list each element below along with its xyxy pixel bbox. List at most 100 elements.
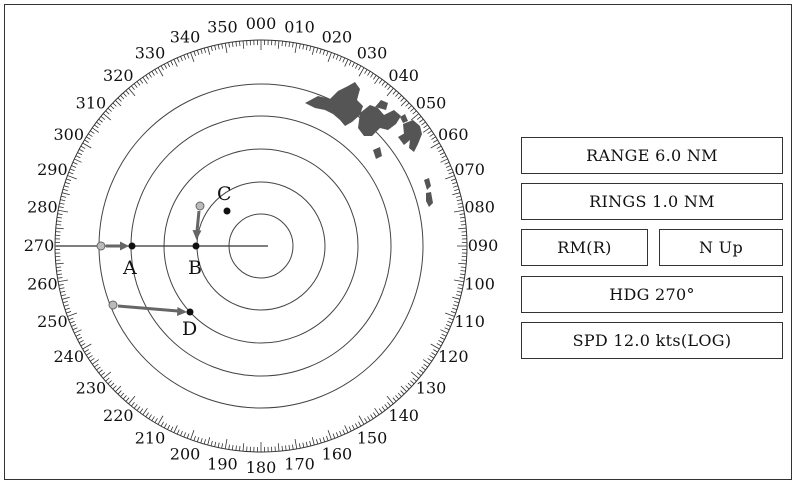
- bearing-tick: [358, 421, 362, 427]
- bearing-tick: [96, 366, 101, 371]
- orientation-mode-display[interactable]: N Up: [659, 229, 783, 266]
- bearing-tick: [298, 443, 301, 449]
- bearing-tick: [316, 439, 319, 445]
- target-b-echo: [192, 242, 200, 250]
- bearing-tick: [154, 418, 158, 423]
- bearing-tick: [288, 444, 291, 451]
- bearing-tick: [107, 380, 112, 385]
- bearing-tick: [444, 327, 450, 331]
- bearing-tick: [88, 355, 93, 359]
- bearing-tick: [183, 54, 187, 60]
- bearing-tick: [327, 430, 332, 440]
- target-c[interactable]: C: [192, 183, 232, 240]
- bearing-tick: [407, 105, 412, 110]
- bearing-tick: [210, 46, 213, 52]
- bearing-tick: [319, 438, 322, 444]
- bearing-tick: [335, 54, 339, 60]
- bearing-tick: [200, 48, 203, 54]
- bearing-tick: [86, 136, 91, 140]
- bearing-tick: [66, 311, 72, 314]
- bearing-tick: [441, 333, 447, 337]
- bearing-tick: [452, 192, 461, 196]
- bearing-tick: [344, 425, 349, 433]
- bearing-label-320: 320: [103, 66, 134, 85]
- bearing-tick: [339, 430, 342, 436]
- bearing-tick: [381, 406, 386, 411]
- bearing-tick: [453, 209, 464, 213]
- bearing-tick: [378, 79, 383, 84]
- bearing-tick: [405, 102, 410, 107]
- bearing-tick: [117, 390, 122, 395]
- target-b[interactable]: B: [188, 242, 202, 280]
- bearing-tick: [242, 443, 245, 452]
- bearing-tick: [157, 67, 164, 77]
- bearing-tick: [239, 41, 241, 47]
- bearing-tick: [77, 336, 83, 340]
- range-display[interactable]: RANGE 6.0 NM: [521, 137, 783, 174]
- target-d[interactable]: D: [108, 300, 197, 340]
- bearing-tick: [61, 195, 67, 198]
- motion-mode-display[interactable]: RM(R): [521, 229, 648, 266]
- bearing-tick: [370, 414, 374, 419]
- bearing-tick: [302, 442, 305, 448]
- bearing-tick: [170, 426, 174, 432]
- bearing-label-060: 060: [438, 125, 469, 144]
- target-a-trail-dot: [96, 241, 106, 251]
- bearing-label-020: 020: [322, 27, 353, 46]
- bearing-label-150: 150: [357, 428, 388, 447]
- bearing-tick: [68, 317, 74, 321]
- bearing-tick: [78, 340, 84, 344]
- bearing-tick: [358, 415, 365, 425]
- bearing-tick: [86, 352, 91, 356]
- target-a[interactable]: A: [96, 241, 137, 280]
- target-a-echo: [128, 242, 136, 250]
- bearing-tick: [74, 329, 82, 334]
- bearing-tick: [438, 340, 444, 344]
- bearing-tick: [151, 71, 155, 76]
- bearing-tick: [281, 445, 283, 451]
- bearing-tick: [367, 71, 371, 76]
- bearing-label-170: 170: [284, 455, 315, 474]
- bearing-tick: [410, 371, 420, 379]
- bearing-tick: [348, 426, 352, 432]
- bearing-tick: [203, 439, 206, 445]
- bearing-tick: [221, 443, 224, 449]
- bearing-tick: [412, 377, 417, 382]
- bearing-tick: [419, 118, 424, 123]
- target-d-echo: [186, 308, 194, 316]
- bearing-tick: [458, 262, 467, 265]
- bearing-tick: [207, 437, 211, 446]
- bearing-tick: [125, 90, 130, 95]
- bearing-tick: [378, 408, 383, 413]
- bearing-tick: [58, 209, 69, 213]
- bearing-tick: [163, 423, 167, 429]
- bearing-tick: [416, 116, 422, 120]
- bearing-tick: [58, 279, 69, 283]
- bearing-tick: [456, 290, 462, 293]
- bearing-tick: [120, 95, 125, 100]
- bearing-tick: [112, 102, 117, 107]
- bearing-label-340: 340: [170, 27, 201, 46]
- bearing-tick: [224, 438, 228, 449]
- bearing-tick: [228, 42, 230, 48]
- bearing-tick: [339, 56, 342, 62]
- bearing-tick: [292, 42, 294, 48]
- bearing-tick: [412, 110, 417, 115]
- bearing-tick: [367, 416, 371, 421]
- bearing-tick: [56, 224, 62, 226]
- bearing-tick: [117, 97, 122, 102]
- bearing-tick: [332, 433, 336, 439]
- bearing-tick: [183, 432, 187, 438]
- bearing-tick: [67, 175, 77, 180]
- bearing-tick: [58, 206, 64, 209]
- bearing-tick: [370, 73, 374, 78]
- target-b-label: B: [188, 257, 202, 279]
- bearing-tick: [364, 418, 368, 423]
- bearing-tick: [100, 372, 106, 376]
- target-d-trail-dot: [108, 300, 118, 310]
- bearing-tick: [392, 397, 397, 402]
- rings-display[interactable]: RINGS 1.0 NM: [521, 183, 783, 220]
- bearing-tick: [186, 53, 190, 59]
- target-c-echo: [223, 207, 231, 215]
- bearing-label-350: 350: [207, 17, 238, 36]
